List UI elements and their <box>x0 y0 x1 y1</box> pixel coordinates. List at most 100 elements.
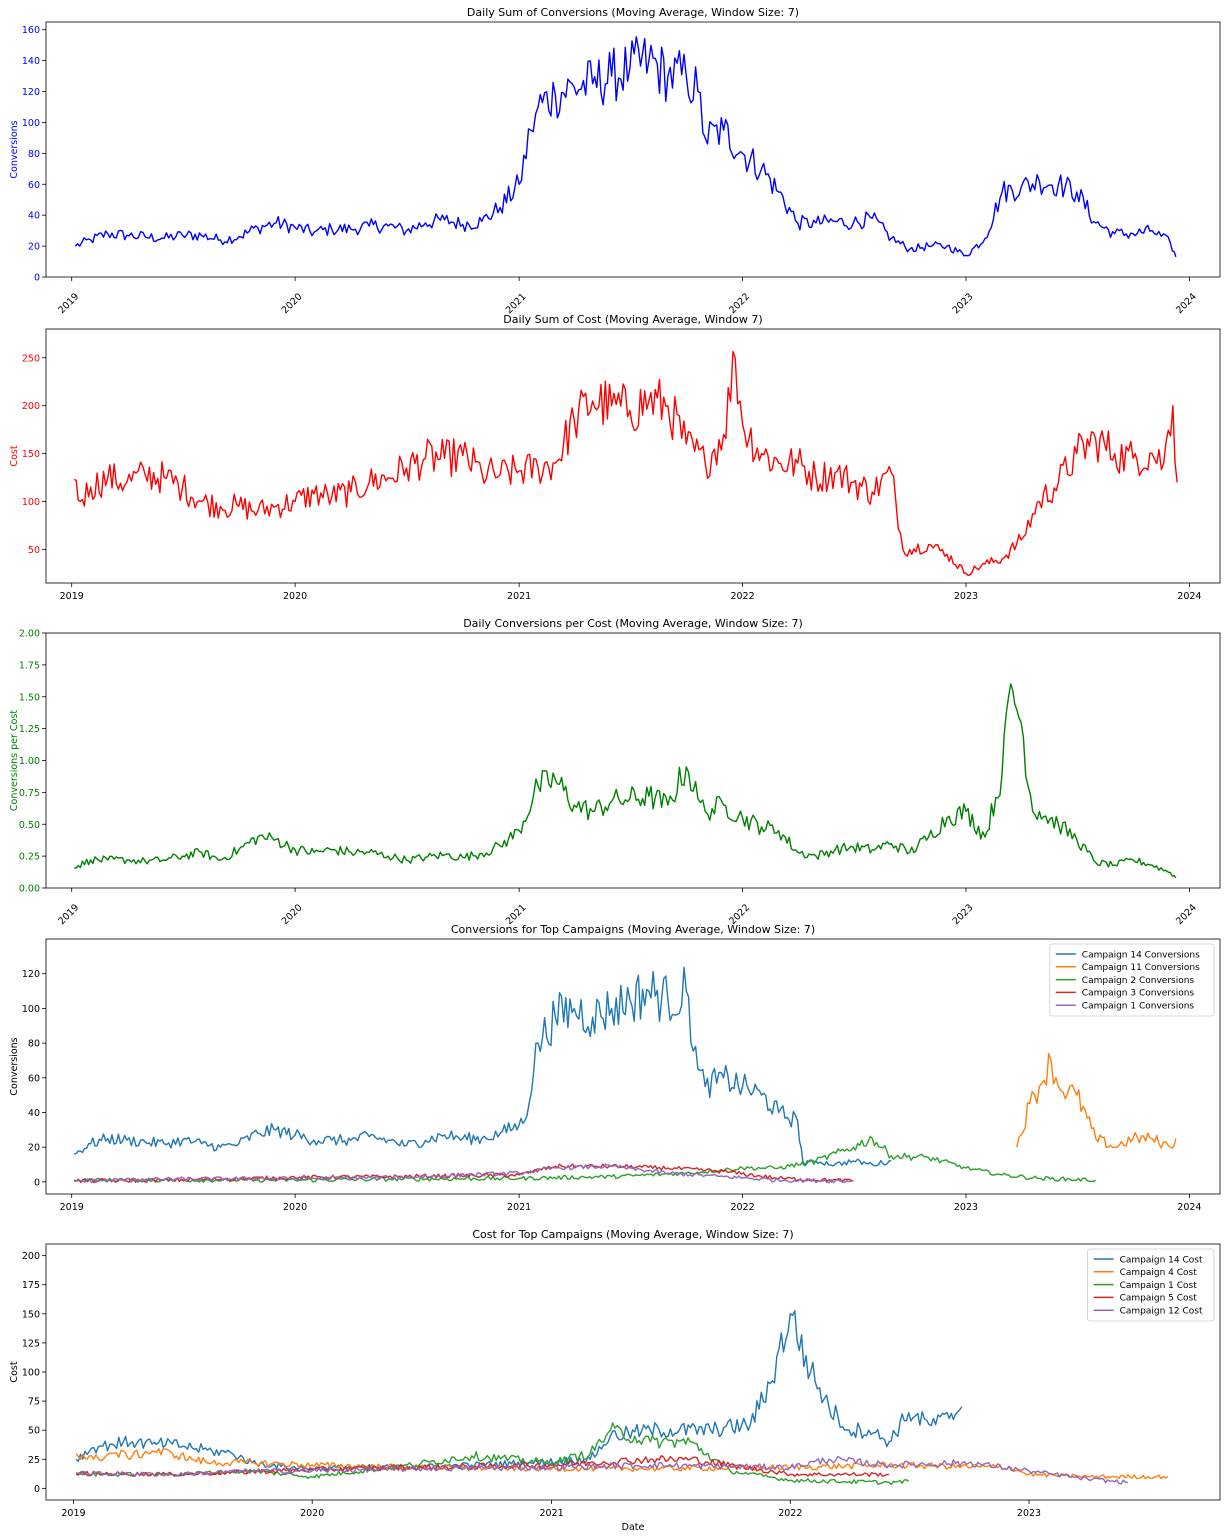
y-tick-label: 50 <box>28 545 40 556</box>
chart-title: Daily Sum of Conversions (Moving Average… <box>467 6 799 19</box>
chart-title: Daily Sum of Cost (Moving Average, Windo… <box>503 313 762 326</box>
y-tick-label: 0 <box>34 273 40 284</box>
x-tick-label: 2020 <box>283 591 307 602</box>
chart-panel-3: Daily Conversions per Cost (Moving Avera… <box>9 617 1221 927</box>
series-line-3 <box>73 1135 1097 1183</box>
y-tick-label: 50 <box>28 1426 40 1437</box>
plot-frame <box>45 21 1221 278</box>
x-tick-label: 2021 <box>507 591 531 602</box>
y-tick-label: 125 <box>22 1338 40 1349</box>
series-group <box>75 1310 1169 1486</box>
y-tick-label: 175 <box>22 1280 40 1291</box>
chart-panel-4: Conversions for Top Campaigns (Moving Av… <box>9 923 1221 1213</box>
chart-title: Conversions for Top Campaigns (Moving Av… <box>451 923 815 936</box>
legend: Campaign 14 Cost Campaign 4 Cost Campaign … <box>1087 1248 1215 1322</box>
x-tick-label: 2024 <box>1177 1202 1201 1213</box>
y-tick-label: 20 <box>28 242 40 253</box>
x-tick-label: 2022 <box>730 591 754 602</box>
series-line-3 <box>75 1422 910 1486</box>
y-tick-label: 2.00 <box>19 629 40 640</box>
plot-frame <box>45 632 1221 889</box>
legend-label: Campaign 1 Cost <box>1120 1281 1198 1291</box>
plot-frame <box>45 328 1221 584</box>
y-axis-label: Cost <box>9 445 20 466</box>
x-tick-label: 2022 <box>778 1508 802 1519</box>
y-tick-label: 80 <box>28 1039 40 1050</box>
y-tick-label: 1.00 <box>19 756 40 767</box>
y-tick-label: 100 <box>22 497 40 508</box>
y-tick-label: 80 <box>28 149 40 160</box>
y-tick-label: 0.00 <box>19 884 40 895</box>
series-line-1 <box>74 683 1177 879</box>
x-tick-label: 2019 <box>61 1508 85 1519</box>
y-axis-label: Conversions per Cost <box>9 710 20 811</box>
y-tick-label: 0 <box>34 1484 40 1495</box>
chart-panel-2: Daily Sum of Cost (Moving Average, Windo… <box>9 313 1221 602</box>
y-tick-label: 150 <box>22 1309 40 1320</box>
series-group <box>73 966 1177 1184</box>
x-tick-label: 2019 <box>60 591 84 602</box>
chart-panel-1: Daily Sum of Conversions (Moving Average… <box>9 6 1221 316</box>
series-group <box>73 350 1178 576</box>
series-line-2 <box>1016 1052 1177 1149</box>
x-tick-label: 2022 <box>730 1202 754 1213</box>
series-line-1 <box>75 1310 963 1472</box>
y-tick-label: 20 <box>28 1143 40 1154</box>
chart-title: Cost for Top Campaigns (Moving Average, … <box>472 1228 793 1241</box>
y-tick-label: 0 <box>34 1177 40 1188</box>
series-line-1 <box>74 966 892 1167</box>
y-tick-label: 0.25 <box>19 852 40 863</box>
y-tick-label: 100 <box>22 1368 40 1379</box>
legend-label: Campaign 3 Conversions <box>1082 989 1195 999</box>
y-tick-label: 1.50 <box>19 692 40 703</box>
x-tick-label: 2020 <box>300 1508 324 1519</box>
y-tick-label: 60 <box>28 1073 40 1084</box>
plot-frame <box>45 938 1221 1195</box>
x-tick-label: 2023 <box>951 902 976 927</box>
y-tick-label: 120 <box>22 87 40 98</box>
legend-label: Campaign 5 Cost <box>1120 1294 1198 1304</box>
y-tick-label: 100 <box>22 1004 40 1015</box>
series-line-5 <box>76 1455 1128 1485</box>
x-tick-label: 2020 <box>280 902 305 927</box>
y-tick-label: 200 <box>22 1251 40 1262</box>
x-tick-label: 2019 <box>56 291 81 316</box>
x-tick-label: 2023 <box>954 1202 978 1213</box>
x-tick-label: 2024 <box>1174 902 1199 927</box>
chart-panel-5: Cost for Top Campaigns (Moving Average, … <box>9 1228 1221 1533</box>
x-tick-label: 2019 <box>56 902 81 927</box>
legend-box <box>1049 943 1215 1017</box>
x-tick-label: 2020 <box>283 1202 307 1213</box>
legend-label: Campaign 14 Conversions <box>1082 950 1200 960</box>
y-tick-label: 250 <box>22 353 40 364</box>
series-line-5 <box>74 1163 854 1184</box>
y-axis-label: Cost <box>9 1361 20 1382</box>
series-line-4 <box>74 1163 854 1184</box>
y-tick-label: 0.50 <box>19 820 40 831</box>
series-line-1 <box>73 350 1178 576</box>
legend-label: Campaign 14 Cost <box>1120 1255 1203 1265</box>
legend-label: Campaign 11 Conversions <box>1082 963 1200 973</box>
series-group <box>74 36 1177 258</box>
y-axis-label: Conversions <box>9 120 20 178</box>
series-line-4 <box>75 1455 890 1477</box>
x-tick-label: 2020 <box>280 291 305 316</box>
y-tick-label: 150 <box>22 449 40 460</box>
x-tick-label: 2019 <box>60 1202 84 1213</box>
plot-frame <box>45 1243 1221 1501</box>
series-line-1 <box>74 36 1177 258</box>
y-axis-label: Conversions <box>9 1037 20 1095</box>
y-tick-label: 160 <box>22 25 40 36</box>
x-tick-label: 2024 <box>1174 291 1199 316</box>
y-tick-label: 1.75 <box>19 660 40 671</box>
legend-box <box>1087 1248 1215 1322</box>
y-tick-label: 75 <box>28 1397 40 1408</box>
legend-label: Campaign 12 Cost <box>1120 1307 1203 1317</box>
x-tick-label: 2021 <box>539 1508 563 1519</box>
x-tick-label: 2021 <box>507 1202 531 1213</box>
legend-label: Campaign 4 Cost <box>1120 1268 1198 1278</box>
y-tick-label: 1.25 <box>19 724 40 735</box>
y-tick-label: 60 <box>28 180 40 191</box>
y-tick-label: 40 <box>28 1108 40 1119</box>
legend-label: Campaign 2 Conversions <box>1082 976 1195 986</box>
